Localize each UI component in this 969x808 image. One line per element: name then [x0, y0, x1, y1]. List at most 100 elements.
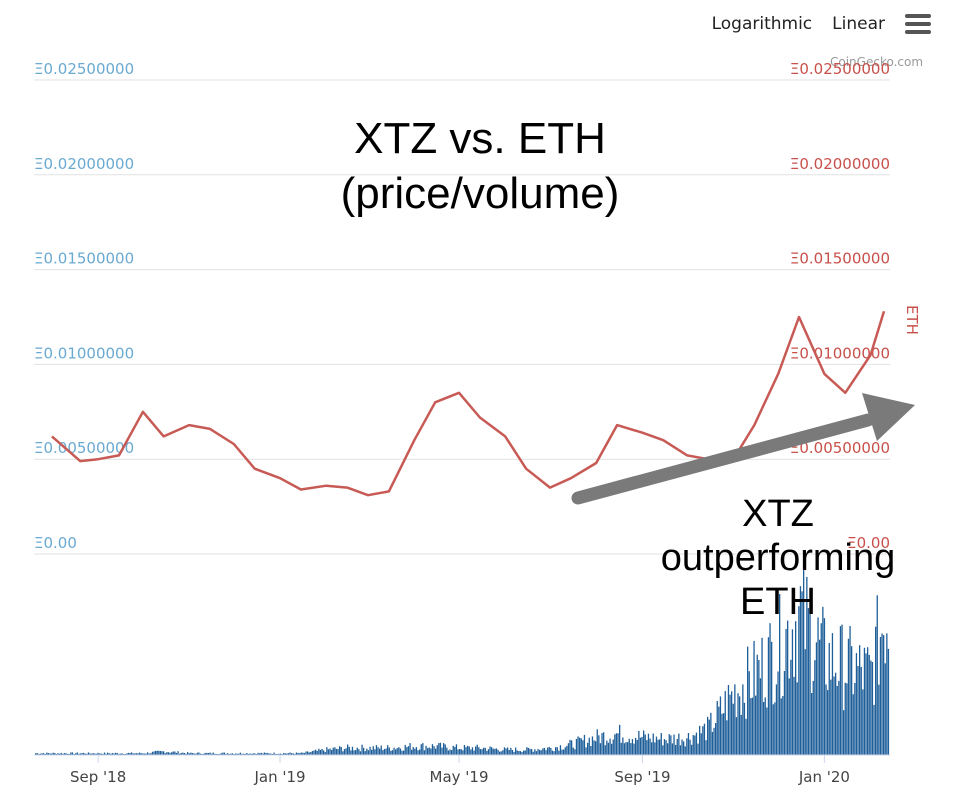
volume-bar: [115, 752, 117, 755]
volume-bar: [222, 752, 224, 755]
volume-bar: [622, 737, 624, 755]
volume-bar: [627, 742, 629, 755]
volume-bar: [116, 753, 118, 755]
volume-bar: [419, 749, 421, 755]
linear-scale-button[interactable]: Linear: [832, 14, 885, 34]
volume-bar: [195, 753, 197, 755]
volume-bar: [484, 747, 486, 755]
volume-bar: [182, 752, 184, 755]
volume-bar: [43, 753, 45, 755]
volume-bar: [316, 750, 318, 755]
annotation-note-line3: ETH: [740, 581, 816, 623]
volume-bar: [183, 753, 186, 755]
volume-bar: [596, 729, 598, 755]
volume-bar: [687, 733, 690, 755]
volume-bar: [315, 749, 317, 755]
volume-bar: [451, 750, 453, 755]
volume-bar: [628, 738, 630, 755]
volume-bar: [507, 747, 509, 755]
volume-bar: [563, 749, 565, 755]
volume-bar: [753, 640, 755, 755]
volume-bar: [657, 739, 659, 755]
volume-bar: [793, 676, 795, 755]
volume-bar: [449, 749, 451, 755]
volume-bar: [71, 752, 74, 755]
volume-bar: [841, 624, 843, 755]
volume-bar: [398, 747, 400, 755]
volume-bar: [131, 752, 133, 755]
volume-bar: [177, 751, 179, 755]
volume-bar: [148, 753, 150, 755]
volume-bar: [147, 752, 149, 755]
volume-bar: [487, 749, 490, 755]
volume-bar: [273, 752, 275, 755]
price-series-line: [51, 310, 886, 497]
volume-bar: [307, 751, 309, 755]
x-tick-label: May '19: [430, 768, 489, 786]
volume-bar: [561, 749, 563, 755]
volume-bar: [828, 643, 830, 755]
hamburger-menu-icon[interactable]: [905, 14, 931, 34]
volume-bar: [382, 750, 384, 755]
volume-bar: [519, 751, 522, 755]
volume-bar: [198, 752, 200, 755]
volume-bar: [492, 748, 494, 755]
volume-bar: [609, 738, 611, 755]
volume-bar: [107, 752, 109, 755]
volume-bar: [625, 742, 627, 755]
volume-bar: [663, 739, 666, 755]
volume-bar: [363, 747, 365, 755]
volume-bar: [686, 738, 688, 755]
volume-bar: [411, 749, 413, 755]
volume-bar: [606, 740, 608, 755]
volume-bar: [607, 742, 610, 755]
volume-bar: [479, 749, 482, 755]
volume-bar: [475, 746, 477, 755]
volume-bar: [612, 739, 614, 755]
volume-bar: [489, 746, 491, 755]
volume-bar: [241, 753, 243, 755]
volume-bar: [63, 753, 66, 755]
volume-bar: [814, 660, 816, 755]
volume-bar: [798, 606, 800, 755]
volume-bar: [796, 682, 798, 755]
y-tick-label-left: Ξ0.01000000: [34, 344, 134, 362]
volume-bar: [633, 743, 635, 755]
volume-bar: [187, 752, 189, 755]
volume-bar: [204, 752, 206, 755]
volume-bar: [444, 744, 446, 755]
annotation-note-line2: outperforming: [661, 537, 895, 579]
volume-bar: [435, 748, 437, 755]
volume-bar: [662, 745, 664, 755]
logarithmic-scale-button[interactable]: Logarithmic: [711, 14, 813, 34]
volume-bar: [310, 752, 312, 755]
volume-bar: [721, 713, 723, 755]
chart-credits[interactable]: CoinGecko.com: [830, 55, 924, 69]
volume-bar: [795, 621, 797, 755]
y-tick-label-right: Ξ0.00: [847, 534, 890, 552]
volume-bar: [575, 738, 578, 755]
volume-bar: [36, 753, 38, 755]
volume-bar: [318, 748, 320, 755]
volume-bar: [335, 748, 338, 755]
volume-bar: [331, 749, 333, 755]
volume-bar: [257, 752, 259, 755]
volume-bar: [313, 750, 315, 755]
volume-bar: [334, 747, 336, 755]
volume-bar: [383, 749, 386, 755]
volume-bar: [139, 752, 141, 755]
volume-bar: [327, 749, 330, 755]
volume-bar: [566, 745, 568, 755]
volume-bar: [819, 639, 821, 755]
volume-bar: [535, 751, 538, 755]
volume-bar: [319, 750, 322, 755]
y-tick-label-right: Ξ0.01000000: [790, 344, 890, 362]
volume-bar: [876, 595, 878, 755]
volume-bar: [51, 753, 53, 755]
volume-bar: [486, 750, 488, 755]
volume-bar: [683, 741, 685, 755]
volume-bar: [542, 748, 544, 755]
y-tick-label-right: Ξ0.00500000: [790, 439, 890, 457]
volume-bar: [772, 704, 774, 755]
volume-bar: [555, 747, 557, 755]
